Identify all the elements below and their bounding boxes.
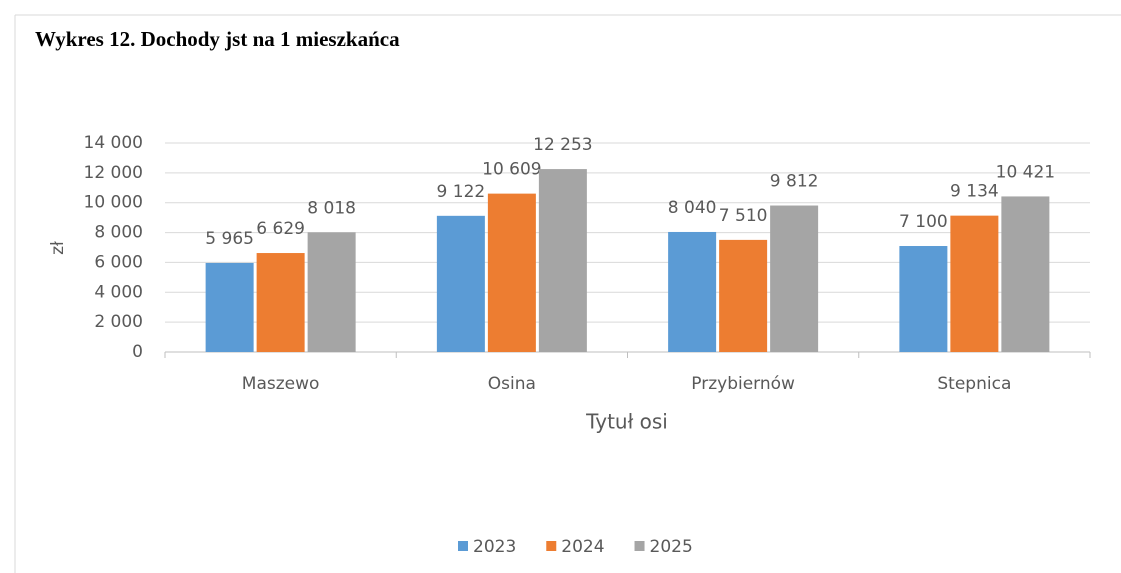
legend-label: 2024 (561, 537, 604, 557)
data-label: 12 253 (533, 135, 592, 155)
legend-swatch (634, 541, 645, 551)
data-label: 9 122 (437, 182, 486, 202)
data-label: 7 510 (719, 206, 768, 226)
x-tick-label: Maszewo (242, 374, 320, 394)
bar (436, 215, 485, 352)
y-tick-label: 10 000 (84, 193, 143, 213)
bar (668, 231, 717, 352)
legend-label: 2023 (473, 537, 516, 557)
y-tick-label: 14 000 (84, 133, 143, 153)
y-tick-label: 2 000 (94, 312, 143, 332)
y-tick-label: 8 000 (94, 223, 143, 243)
data-label: 9 134 (950, 182, 999, 202)
bar (899, 246, 948, 352)
y-tick-label: 4 000 (94, 282, 143, 302)
x-tick-label: Przybiernów (691, 374, 795, 394)
bar (256, 253, 305, 352)
bar (1001, 196, 1050, 352)
x-axis-title: Tytuł osi (585, 410, 668, 434)
bar (538, 169, 587, 352)
data-label: 10 609 (482, 160, 541, 180)
legend-label: 2025 (650, 537, 693, 557)
bar (307, 232, 356, 352)
data-label: 8 040 (668, 198, 717, 218)
bar (719, 239, 768, 352)
legend-swatch (546, 541, 557, 551)
data-label: 6 629 (256, 219, 305, 239)
y-tick-label: 12 000 (84, 163, 143, 183)
x-tick-label: Stepnica (937, 374, 1011, 394)
bar (487, 193, 536, 352)
bar (950, 215, 999, 352)
y-axis-title: zł (48, 241, 68, 255)
y-tick-label: 0 (132, 342, 143, 362)
data-label: 5 965 (205, 229, 254, 249)
bar (770, 205, 819, 352)
bar (205, 262, 254, 352)
data-label: 8 018 (307, 198, 356, 218)
legend-swatch (458, 541, 468, 551)
data-label: 7 100 (899, 212, 948, 232)
x-tick-label: Osina (488, 374, 536, 394)
data-label: 9 812 (770, 172, 819, 192)
data-label: 10 421 (996, 162, 1055, 182)
y-tick-label: 6 000 (94, 252, 143, 272)
chart-title: Wykres 12. Dochody jst na 1 mieszkańca (35, 27, 400, 51)
